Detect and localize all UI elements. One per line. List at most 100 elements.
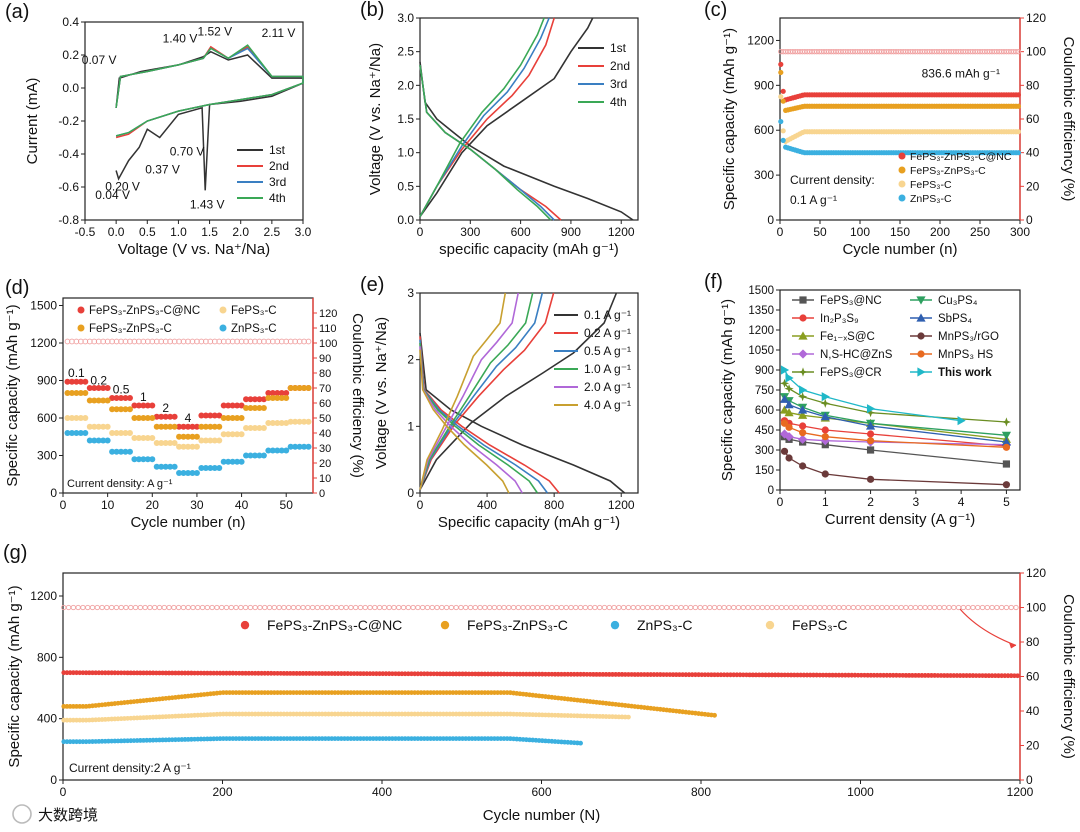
ce-point bbox=[329, 604, 335, 611]
y2-tick-label: 20 bbox=[1026, 179, 1040, 193]
y2-tick-label: 30 bbox=[319, 443, 331, 455]
legend-label: ZnPS₃-C bbox=[231, 323, 277, 335]
capacity-point bbox=[140, 402, 147, 409]
ce-point bbox=[587, 604, 593, 611]
panel-letter: (c) bbox=[704, 0, 727, 21]
panel-b: 0 300 600 900 1200 0.0 0.5 1.0 1.5 2.0 2.5 3.0 speci… bbox=[360, 0, 639, 258]
x-tick-label: 900 bbox=[561, 225, 581, 239]
ce-point bbox=[678, 604, 684, 611]
y-tick-label: 2.0 bbox=[397, 78, 414, 92]
ce-point bbox=[644, 604, 651, 611]
capacity-point bbox=[185, 470, 191, 476]
panel-letter: (d) bbox=[5, 277, 29, 299]
peak-annotation: 0.20 V bbox=[105, 180, 140, 194]
x-tick-label: 30 bbox=[190, 498, 204, 512]
ce-point bbox=[286, 604, 292, 611]
y-axis-label: Voltage (V vs. Na⁺/Na) bbox=[373, 317, 390, 469]
x-tick-label: 400 bbox=[477, 498, 497, 512]
x-tick-label: 100 bbox=[850, 225, 870, 239]
ce-point bbox=[400, 604, 407, 611]
capacity-point bbox=[283, 390, 290, 396]
data-marker bbox=[784, 432, 794, 442]
x-tick-label: 1000 bbox=[847, 785, 874, 799]
ce-point bbox=[697, 604, 703, 611]
x-tick-label: 600 bbox=[531, 785, 551, 799]
capacity-point bbox=[185, 433, 191, 440]
legend-marker bbox=[798, 349, 808, 359]
ce-point bbox=[266, 604, 273, 611]
y2-axis-label: Coulombic efficiency (%) bbox=[349, 313, 366, 478]
legend-label: SbPS₄ bbox=[938, 313, 972, 325]
ce-point bbox=[611, 604, 617, 611]
x-tick-label: 0 bbox=[60, 498, 67, 512]
capacity-point bbox=[234, 458, 241, 465]
x-tick-label: 3.0 bbox=[295, 225, 312, 239]
capacity-point bbox=[211, 437, 218, 444]
ce-point bbox=[458, 604, 464, 611]
data-marker bbox=[865, 408, 876, 418]
y2-tick-label: 120 bbox=[319, 308, 337, 320]
capacity-point bbox=[122, 406, 129, 413]
capacity-point bbox=[144, 415, 151, 421]
y-tick-label: 1.5 bbox=[397, 112, 414, 126]
ce-point bbox=[123, 604, 129, 611]
ce-point bbox=[219, 604, 225, 611]
capacity-point bbox=[243, 405, 250, 411]
capacity-point bbox=[153, 423, 160, 430]
peak-annotation: 1.52 V bbox=[197, 25, 232, 39]
y2-tick-label: 100 bbox=[1026, 45, 1046, 59]
data-marker bbox=[780, 365, 790, 375]
ce-point bbox=[247, 604, 254, 611]
y2-tick-label: 60 bbox=[1026, 112, 1040, 126]
capacity-point bbox=[193, 443, 200, 450]
legend-marker bbox=[898, 194, 906, 202]
x-tick-label: 800 bbox=[544, 498, 564, 512]
capacity-point bbox=[278, 390, 285, 396]
capacity-point bbox=[283, 395, 290, 401]
capacity-point bbox=[131, 415, 138, 421]
ce-point bbox=[745, 604, 751, 611]
data-marker bbox=[1002, 443, 1011, 451]
data-marker bbox=[1002, 460, 1011, 468]
ce-point bbox=[597, 604, 603, 611]
x-tick-label: 50 bbox=[280, 498, 294, 512]
capacity-point bbox=[238, 458, 245, 465]
capacity-point bbox=[220, 402, 227, 409]
ce-point bbox=[362, 604, 368, 611]
ce-point bbox=[855, 604, 861, 611]
ce-point bbox=[960, 604, 967, 611]
capacity-point bbox=[211, 423, 218, 430]
capacity-point bbox=[207, 465, 214, 471]
capacity-point bbox=[122, 430, 129, 436]
ce-point bbox=[606, 604, 612, 611]
legend-label: In₂P₃S₉ bbox=[820, 313, 859, 325]
capacity-point bbox=[149, 402, 156, 409]
capacity-point bbox=[287, 385, 294, 391]
legend-marker bbox=[765, 620, 775, 630]
y-tick-label: 1200 bbox=[30, 589, 57, 603]
legend-label: MnPS₃/rGO bbox=[938, 331, 999, 343]
watermark-text: 大数跨境 bbox=[38, 806, 98, 824]
capacity-point bbox=[167, 423, 174, 430]
plot-frame bbox=[419, 17, 639, 221]
data-marker bbox=[798, 392, 808, 402]
capacity-point bbox=[86, 397, 93, 404]
capacity-point bbox=[265, 420, 272, 426]
data-marker bbox=[784, 408, 794, 417]
capacity-point bbox=[202, 412, 209, 419]
capacity-point bbox=[269, 447, 276, 454]
data-marker bbox=[780, 447, 789, 455]
charge-curve-4.0 A g⁻¹ bbox=[419, 292, 507, 490]
y-tick-label: 600 bbox=[755, 405, 774, 417]
ce-point bbox=[563, 604, 569, 611]
capacity-point bbox=[176, 443, 183, 450]
y2-tick-label: 90 bbox=[319, 353, 331, 365]
ce-point bbox=[764, 604, 770, 611]
capacity-point bbox=[301, 418, 308, 425]
ce-point bbox=[826, 604, 833, 611]
legend-marker bbox=[798, 331, 808, 340]
ce-point bbox=[276, 604, 282, 611]
capacity-point bbox=[216, 437, 223, 444]
y2-tick-label: 80 bbox=[319, 368, 331, 380]
capacity-point bbox=[251, 396, 258, 403]
